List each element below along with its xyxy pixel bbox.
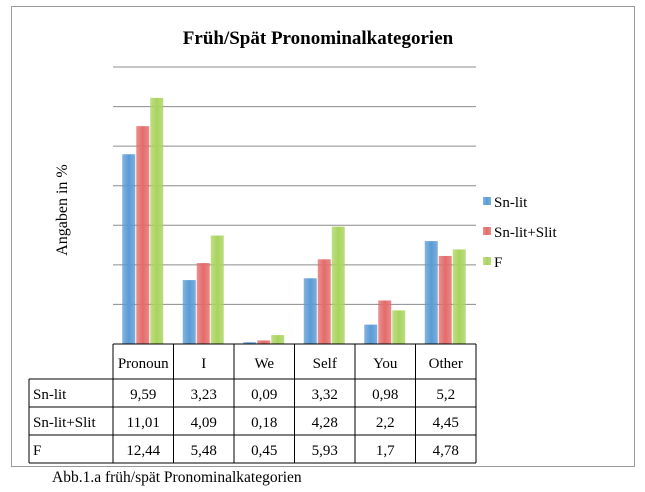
bar <box>196 263 210 344</box>
bar <box>122 154 136 344</box>
category-label: I <box>201 356 206 372</box>
table-cell: 9,59 <box>130 387 156 403</box>
table-cell: 0,18 <box>251 415 277 431</box>
chart-frame <box>11 6 635 467</box>
bar <box>331 226 345 344</box>
figure-caption: Abb.1.a früh/spät Pronominalkategorien <box>52 469 302 486</box>
bar <box>317 259 331 344</box>
table-cell: 4,28 <box>312 415 338 431</box>
category-label: You <box>373 356 398 372</box>
table-cell: 3,23 <box>191 387 217 403</box>
bar <box>210 235 224 344</box>
bar <box>271 335 285 344</box>
bar <box>182 280 196 344</box>
gridlines <box>113 66 476 305</box>
table-cell: 2,2 <box>376 415 395 431</box>
bar <box>136 126 150 344</box>
table-cell: 0,45 <box>251 443 277 459</box>
legend-label: Sn-lit+Slit <box>494 225 557 241</box>
legend-label: Sn-lit <box>494 195 528 211</box>
table-cell: 5,2 <box>436 387 455 403</box>
bar <box>392 310 406 344</box>
legend: Sn-lit Sn-lit+Slit F <box>483 195 557 271</box>
table-cell: 0,09 <box>251 387 277 403</box>
bar <box>378 300 392 344</box>
legend-label: F <box>494 255 502 271</box>
table-cell: 4,78 <box>433 443 459 459</box>
table-series-name: Sn-lit <box>33 387 67 403</box>
legend-swatch <box>483 257 491 265</box>
category-label: Self <box>313 356 337 372</box>
table-cell: 4,09 <box>191 415 217 431</box>
table-cell: 4,45 <box>433 415 459 431</box>
bar <box>452 249 466 344</box>
bar <box>243 342 257 344</box>
category-label: We <box>254 356 274 372</box>
legend-swatch <box>483 197 491 205</box>
table-series-name: F <box>33 443 41 459</box>
table-cell: 12,44 <box>126 443 160 459</box>
table-cell: 11,01 <box>127 415 160 431</box>
bar <box>303 278 317 344</box>
table-cell: 3,32 <box>312 387 338 403</box>
legend-swatch <box>483 227 491 235</box>
bar <box>424 241 438 344</box>
data-table: Pronoun I We Self You Other Sn-lit 9,59 3,23 0,09… <box>28 343 477 464</box>
category-label: Other <box>429 356 463 372</box>
bars <box>122 97 466 344</box>
bar <box>257 340 271 344</box>
category-label: Pronoun <box>118 356 169 372</box>
y-axis-label: Angaben in % <box>54 164 71 256</box>
bar <box>364 324 378 344</box>
table-cell: 5,48 <box>191 443 217 459</box>
table-cell: 0,98 <box>372 387 398 403</box>
table-series-name: Sn-lit+Slit <box>33 415 96 431</box>
bar <box>438 255 452 344</box>
chart-title: Früh/Spät Pronominalkategorien <box>183 28 454 49</box>
table-cell: 5,93 <box>312 443 338 459</box>
bar <box>150 97 164 344</box>
table-cell: 1,7 <box>376 443 395 459</box>
